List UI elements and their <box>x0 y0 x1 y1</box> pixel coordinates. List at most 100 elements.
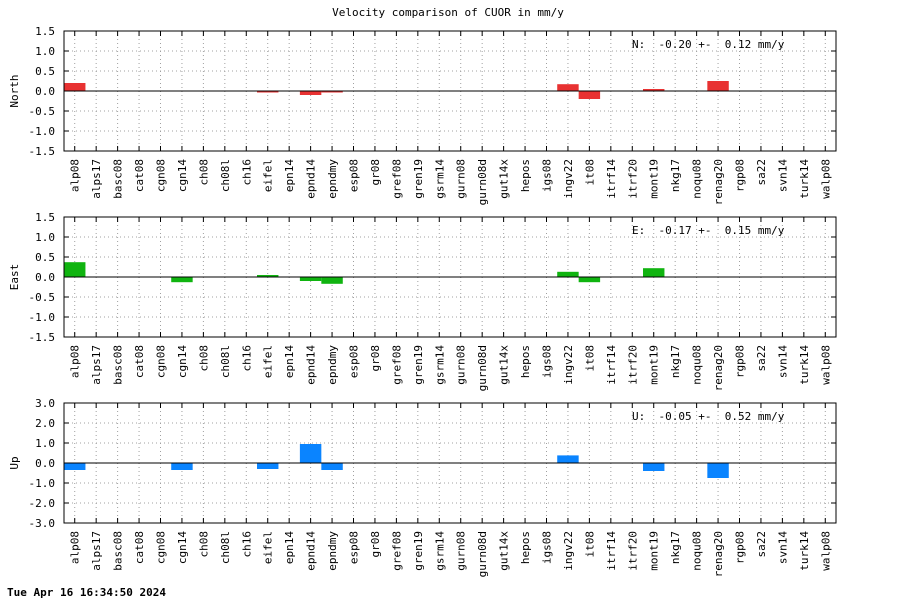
bar-cgn14 <box>171 463 193 470</box>
bar-eifel <box>257 463 279 469</box>
x-tick-label: ch16 <box>240 159 253 186</box>
x-tick-label: gsrm14 <box>433 531 446 571</box>
x-tick-label: walp08 <box>819 345 832 385</box>
bar-mont19 <box>643 463 665 471</box>
y-tick-label: -0.5 <box>29 291 56 304</box>
x-tick-label: alps17 <box>90 531 103 571</box>
x-tick-label: cgn08 <box>155 531 168 564</box>
y-axis-label: North <box>8 74 21 107</box>
y-tick-label: 1.5 <box>35 211 55 224</box>
x-tick-label: turk14 <box>798 531 811 571</box>
x-tick-label: gsrm14 <box>433 159 446 199</box>
y-tick-label: -3.0 <box>29 517 56 530</box>
bar-alp08 <box>64 463 86 470</box>
x-tick-label: ch08 <box>197 159 210 186</box>
x-tick-label: gren19 <box>412 531 425 571</box>
x-tick-label: cat08 <box>133 345 146 378</box>
x-tick-label: itrf14 <box>605 159 618 199</box>
bar-mont19 <box>643 268 665 277</box>
x-tick-label: it08 <box>583 159 596 186</box>
y-tick-label: -1.0 <box>29 125 56 138</box>
x-tick-label: turk14 <box>798 159 811 199</box>
x-tick-label: itrf14 <box>605 531 618 571</box>
x-tick-label: itrf20 <box>626 159 639 199</box>
x-tick-label: esp08 <box>348 531 361 564</box>
timestamp-footer: Tue Apr 16 16:34:50 2024 <box>7 586 166 599</box>
y-tick-label: 0.0 <box>35 457 55 470</box>
x-tick-label: nkg17 <box>669 531 682 564</box>
y-axis-label: Up <box>8 456 21 469</box>
x-tick-label: mont19 <box>648 159 661 199</box>
x-tick-label: itrf14 <box>605 345 618 385</box>
x-tick-label: gurn08 <box>455 345 468 385</box>
x-tick-label: epnd14 <box>305 345 318 385</box>
x-tick-label: epndmy <box>326 531 339 571</box>
bar-it08 <box>578 91 601 99</box>
y-axis-label: East <box>8 264 21 291</box>
x-tick-label: cgn08 <box>155 159 168 192</box>
x-tick-label: epn14 <box>283 345 296 378</box>
x-tick-label: gut14x <box>498 159 511 199</box>
y-tick-label: -1.5 <box>29 331 56 344</box>
x-tick-label: epnd14 <box>305 531 318 571</box>
x-tick-label: gref08 <box>390 345 403 385</box>
plot-frame <box>63 216 837 338</box>
x-tick-label: nkg17 <box>669 159 682 192</box>
x-tick-label: itrf20 <box>626 531 639 571</box>
bar-ingv22 <box>557 271 579 277</box>
x-tick-label: rgp08 <box>734 345 747 378</box>
x-tick-label: esp08 <box>348 159 361 192</box>
stats-annotation: E: -0.17 +- 0.15 mm/y <box>632 224 785 237</box>
x-tick-label: cgn14 <box>176 531 189 564</box>
stats-annotation: N: -0.20 +- 0.12 mm/y <box>632 38 785 51</box>
x-tick-label: ch08 <box>197 531 210 558</box>
x-tick-label: renag20 <box>712 531 725 577</box>
x-tick-label: rgp08 <box>734 159 747 192</box>
panel-up: 3.0 2.0 1.0 0.0 -1.0 -2.0 -3.0 alp08 alps17 basc0… <box>8 397 837 577</box>
x-tick-label: gut14x <box>498 345 511 385</box>
x-tick-label: noqu08 <box>691 531 704 571</box>
chart-panels: 1.5 1.0 0.5 0.0 -0.5 -1.0 -1.5 alp08 alps17 basc0… <box>8 25 837 577</box>
x-tick-label: gsrm14 <box>433 345 446 385</box>
bar-eifel <box>257 275 279 277</box>
x-tick-label: epn14 <box>283 531 296 564</box>
y-tick-label: -0.5 <box>29 105 56 118</box>
x-tick-label: eifel <box>262 159 275 192</box>
x-tick-label: epndmy <box>326 345 339 385</box>
bar-eifel <box>257 91 279 93</box>
x-tick-label: ch08l <box>219 345 232 378</box>
x-tick-label: igs08 <box>541 159 554 192</box>
x-tick-label: svn14 <box>776 345 789 378</box>
x-tick-label: alp08 <box>69 345 82 378</box>
y-tick-label: 3.0 <box>35 397 55 410</box>
y-tick-label: -1.5 <box>29 145 56 158</box>
x-tick-label: svn14 <box>776 531 789 564</box>
x-tick-label: esp08 <box>348 345 361 378</box>
bar-epndmy <box>321 463 343 470</box>
x-tick-label: gr08 <box>369 159 382 186</box>
x-tick-label: gref08 <box>390 531 403 571</box>
x-tick-label: gren19 <box>412 159 425 199</box>
x-tick-label: walp08 <box>819 159 832 199</box>
x-tick-label: walp08 <box>819 531 832 571</box>
x-tick-label: gurn08d <box>476 531 489 577</box>
panel-north: 1.5 1.0 0.5 0.0 -0.5 -1.0 -1.5 alp08 alps17 basc0… <box>8 25 837 205</box>
stats-annotation: U: -0.05 +- 0.52 mm/y <box>632 410 785 423</box>
x-tick-label: noqu08 <box>691 159 704 199</box>
x-tick-label: ch16 <box>240 531 253 558</box>
x-tick-label: gurn08 <box>455 159 468 199</box>
x-tick-label: ingv22 <box>562 159 575 199</box>
x-tick-label: epndmy <box>326 159 339 199</box>
x-tick-label: hepos <box>519 345 532 378</box>
x-tick-label: ingv22 <box>562 345 575 385</box>
x-tick-label: epn14 <box>283 159 296 192</box>
bar-it08 <box>578 277 601 283</box>
y-tick-label: 0.5 <box>35 65 55 78</box>
x-tick-label: cgn14 <box>176 159 189 192</box>
x-tick-label: it08 <box>583 345 596 372</box>
plot-frame <box>63 30 837 152</box>
x-tick-label: alp08 <box>69 159 82 192</box>
x-tick-label: mont19 <box>648 345 661 385</box>
x-tick-label: nkg17 <box>669 345 682 378</box>
bar-mont19 <box>643 89 665 91</box>
